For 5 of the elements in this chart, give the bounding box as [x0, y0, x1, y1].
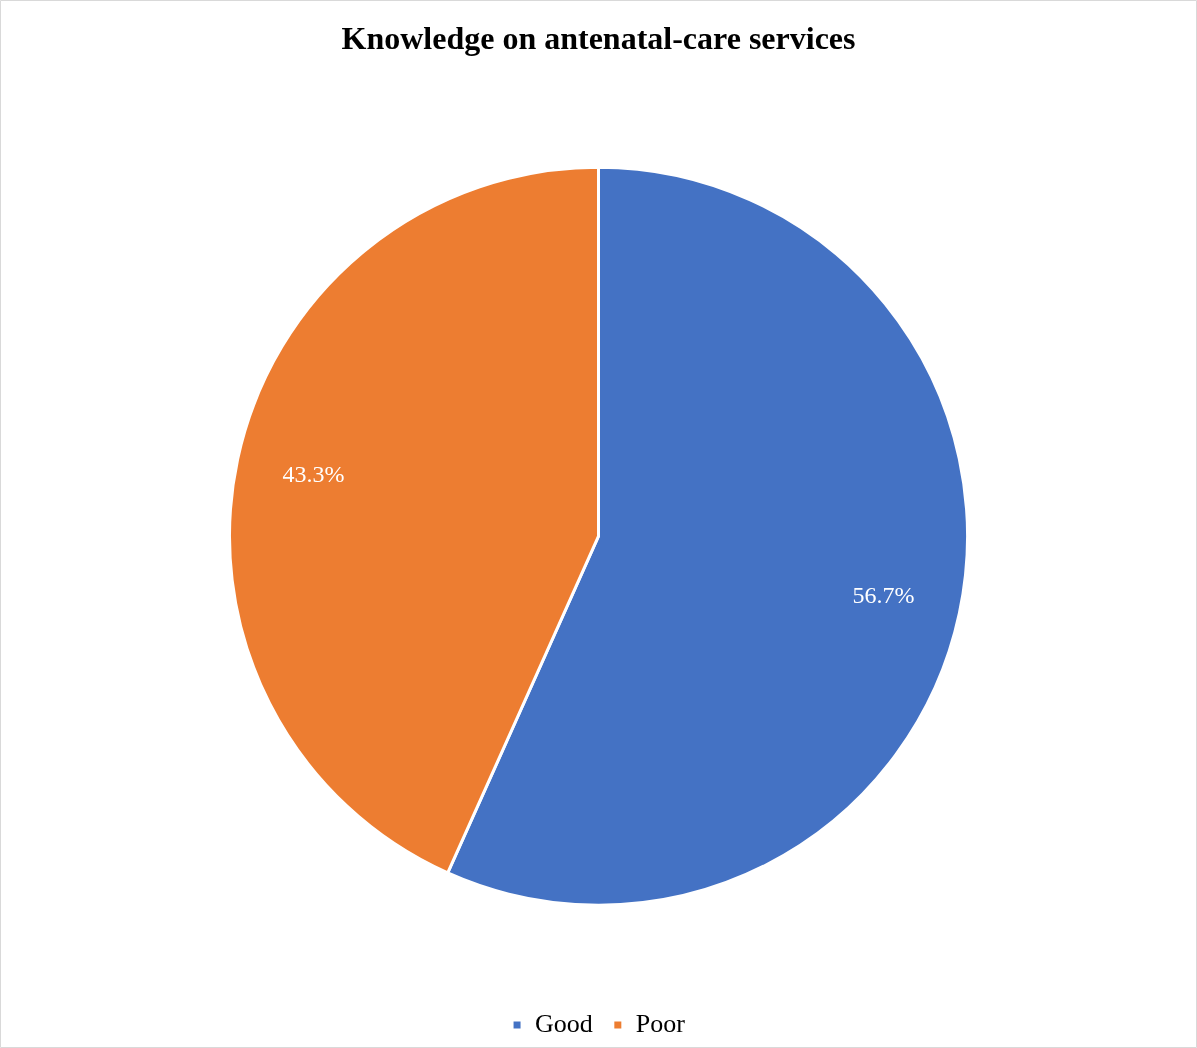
chart-title: Knowledge on antenatal-care services — [341, 20, 856, 57]
legend-label: Poor — [635, 1008, 686, 1038]
data-label: 56.7% — [852, 582, 915, 609]
data-label: 43.3% — [282, 460, 345, 487]
legend-label: Good — [535, 1008, 593, 1038]
